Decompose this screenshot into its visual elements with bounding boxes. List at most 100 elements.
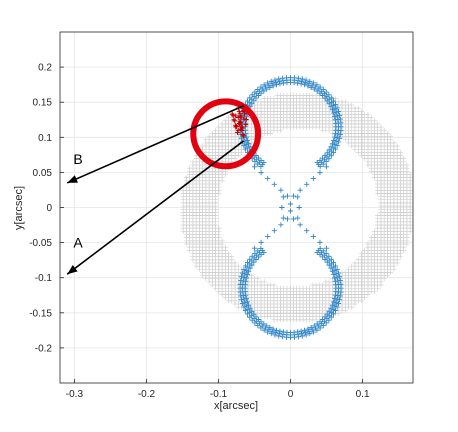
caustic-point	[237, 289, 243, 295]
caustic-point	[332, 307, 339, 314]
arrow-line	[66, 104, 245, 184]
caustic-point	[271, 181, 277, 187]
ring-point	[394, 143, 400, 149]
caustic-point	[329, 302, 336, 308]
caustic-point	[304, 228, 310, 234]
caustic-point	[295, 75, 302, 81]
caustic-point	[330, 145, 336, 151]
caustic-point	[270, 83, 276, 89]
caustic-point	[336, 112, 343, 118]
x-tick-label: -0.1	[210, 389, 228, 400]
caustic-point	[310, 329, 317, 335]
caustic-point	[273, 327, 280, 333]
caustic-point	[295, 334, 302, 340]
caustic-point	[276, 76, 282, 82]
highlight-circle	[190, 98, 262, 170]
caustic-point	[329, 141, 336, 147]
caustic-point	[334, 135, 340, 141]
caustic-point	[245, 145, 251, 151]
caustic-point	[241, 142, 247, 149]
caustic-point	[299, 331, 305, 337]
ring-point	[388, 133, 394, 140]
caustic-point	[330, 259, 337, 266]
annotations: BA	[66, 98, 262, 275]
caustic-point	[283, 75, 290, 81]
caustic-point	[290, 193, 297, 199]
caustic-point	[291, 334, 298, 340]
cluster-point	[232, 118, 238, 124]
caustic-point	[265, 175, 271, 182]
caustic-point	[329, 268, 336, 274]
x-axis-ticks: -0.3 -0.2 -0.1 0 0.1	[66, 379, 370, 400]
caustic-point	[272, 77, 278, 83]
caustic-point	[334, 296, 340, 302]
caustic-point	[242, 307, 249, 314]
caustic-point	[334, 274, 340, 280]
caustic-point	[336, 274, 343, 280]
caustic-point	[295, 194, 301, 200]
caustic-point	[277, 81, 283, 87]
ring-point	[342, 99, 348, 105]
caustic-point	[241, 304, 247, 310]
caustic-point	[271, 228, 277, 234]
cluster-point	[234, 124, 239, 129]
caustic-point	[269, 81, 275, 87]
caustic-point	[243, 295, 249, 302]
caustic-point	[268, 331, 274, 337]
caustic-point	[279, 204, 285, 211]
caustic-point	[328, 95, 334, 101]
caustic-point	[333, 271, 339, 277]
caustic-point	[320, 248, 326, 254]
caustic-point	[243, 303, 249, 309]
caustic-point	[244, 299, 250, 305]
caustic-point	[299, 333, 305, 339]
y-axis-ticks: -0.2 -0.15 -0.1 -0.05 0 0.05 0.1 0.15 0.2	[29, 63, 64, 354]
y-tick-label: -0.1	[35, 273, 53, 284]
ring-point	[358, 108, 365, 114]
caustic-point	[239, 300, 246, 307]
caustic-point	[332, 275, 338, 281]
caustic-point	[330, 306, 336, 313]
caustic-point	[323, 250, 329, 257]
ring-point	[365, 111, 371, 118]
caustic-point	[328, 256, 334, 262]
caustic-point	[320, 322, 326, 329]
caustic-point	[280, 75, 286, 81]
caustic-point	[244, 137, 250, 144]
ring-point	[219, 238, 225, 244]
caustic-point	[252, 89, 258, 95]
x-tick-label: 0	[288, 389, 294, 400]
cluster-point	[240, 125, 245, 131]
caustic-point	[332, 263, 339, 269]
caustic-point	[298, 328, 304, 334]
caustic-point	[328, 153, 334, 159]
caustic-point	[280, 334, 286, 340]
caustic-point	[241, 274, 247, 280]
ring-point	[381, 127, 387, 133]
caustic-point	[244, 98, 251, 104]
caustic-point	[328, 305, 334, 311]
ring-point	[355, 105, 361, 111]
caustic-point	[255, 86, 261, 93]
caustic-point	[268, 78, 274, 84]
caustic-point	[249, 253, 255, 259]
ring-point	[255, 276, 261, 282]
caustic-point	[299, 76, 305, 82]
caustic-point	[298, 81, 304, 87]
cluster-point	[238, 120, 244, 125]
caustic-point	[323, 320, 329, 326]
caustic-point	[323, 245, 330, 251]
caustic-point	[333, 138, 339, 144]
caustic-point	[329, 107, 336, 113]
caustic-point	[307, 78, 313, 84]
caustic-point	[258, 84, 264, 90]
caustic-point	[252, 250, 258, 257]
ring-point	[378, 124, 384, 130]
caustic-point	[338, 120, 344, 126]
series-blue-caustic	[237, 75, 344, 340]
caustic-point	[296, 204, 302, 211]
caustic-point	[301, 327, 308, 333]
caustic-point	[266, 82, 272, 88]
caustic-point	[332, 134, 338, 140]
ring-point	[261, 279, 267, 285]
